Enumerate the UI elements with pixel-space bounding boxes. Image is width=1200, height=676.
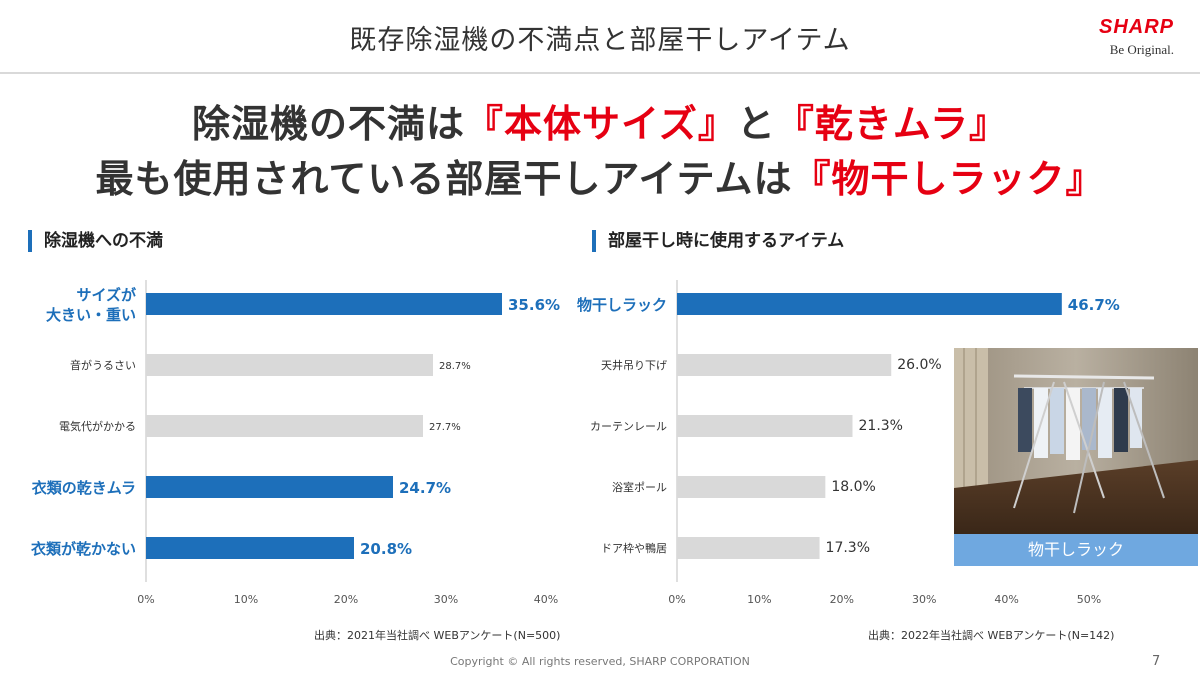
- data-label: 27.7%: [429, 422, 461, 433]
- headline-text: 最も使用されている部屋干しアイテムは: [95, 157, 793, 201]
- category-label: 物干しラック: [577, 296, 667, 314]
- header-bar: 既存除湿機の不満点と部屋干しアイテム SHARP Be Original.: [0, 0, 1200, 74]
- x-tick-label: 50%: [1077, 593, 1101, 606]
- bar: [677, 415, 853, 437]
- source-note-2022: 出典：2022年当社調べ WEBアンケート(N=142): [868, 629, 1115, 642]
- headline-highlight: 『乾きムラ』: [775, 102, 1008, 146]
- drying-rack-photo: 物干しラック: [954, 348, 1198, 566]
- category-label: 天井吊り下げ: [601, 358, 667, 372]
- drying-rack-image: [954, 348, 1198, 534]
- data-label: 24.7%: [399, 479, 451, 497]
- headline-text: 除湿機の不満は: [191, 102, 465, 146]
- drying-items-bar-chart: 0% 10% 20% 30% 40% 50% 46.7% 物干しラック 26.0% 天井吊り下げ 2…: [577, 280, 1120, 606]
- category-label: 電気代がかかる: [59, 419, 136, 433]
- data-label: 26.0%: [897, 357, 941, 373]
- page-number: 7: [1152, 654, 1161, 669]
- category-label: 音がうるさい: [70, 358, 136, 372]
- headline-line-2: 最も使用されている部屋干しアイテムは『物干しラック』: [0, 148, 1200, 203]
- x-tick-label: 10%: [234, 593, 258, 606]
- chart-title-dissatisfaction: 除湿機への不満: [28, 230, 163, 252]
- data-label: 21.3%: [859, 418, 903, 434]
- header-divider: [0, 72, 1200, 74]
- data-label: 20.8%: [360, 540, 412, 558]
- x-tick-label: 0%: [137, 593, 154, 606]
- x-tick-label: 30%: [434, 593, 458, 606]
- page-title: 既存除湿機の不満点と部屋干しアイテム: [349, 25, 851, 56]
- category-label: 衣類の乾きムラ: [32, 479, 136, 497]
- headline-highlight: 『本体サイズ』: [465, 102, 737, 146]
- data-label: 17.3%: [826, 540, 870, 556]
- category-label: サイズが大きい・重い: [46, 286, 137, 324]
- headline-highlight: 『物干しラック』: [792, 157, 1105, 201]
- chart-title-drying-items: 部屋干し時に使用するアイテム: [592, 230, 844, 252]
- x-tick-label: 30%: [912, 593, 936, 606]
- category-label: ドア枠や鴨居: [601, 541, 667, 555]
- x-tick-label: 10%: [747, 593, 771, 606]
- headline-line-1: 除湿機の不満は『本体サイズ』と『乾きムラ』: [0, 93, 1200, 148]
- bar: [146, 537, 354, 559]
- copyright-text: Copyright © All rights reserved, SHARP C…: [450, 655, 750, 668]
- x-tick-label: 40%: [534, 593, 558, 606]
- sharp-logo: SHARP Be Original.: [1099, 16, 1174, 58]
- x-tick-label: 40%: [994, 593, 1018, 606]
- source-note-2021: 出典：2021年当社調べ WEBアンケート(N=500): [314, 629, 561, 642]
- bar: [146, 415, 423, 437]
- x-tick-label: 20%: [830, 593, 854, 606]
- photo-caption: 物干しラック: [954, 534, 1198, 566]
- data-label: 35.6%: [508, 296, 560, 314]
- headline-text: と: [736, 102, 776, 146]
- bar: [677, 476, 826, 498]
- bar: [677, 354, 892, 376]
- dissatisfaction-bar-chart: 0% 10% 20% 30% 40% 35.6% サイズが大きい・重い 28.7% 音がうるさい…: [31, 280, 560, 606]
- data-label: 18.0%: [831, 479, 875, 495]
- bar: [146, 354, 433, 376]
- bar: [146, 293, 502, 315]
- bar: [677, 537, 820, 559]
- logo-tagline: Be Original.: [1109, 42, 1174, 57]
- category-label: 衣類が乾かない: [31, 540, 136, 558]
- x-tick-label: 20%: [334, 593, 358, 606]
- x-tick-label: 0%: [668, 593, 685, 606]
- category-label: カーテンレール: [590, 420, 667, 433]
- data-label: 46.7%: [1068, 296, 1120, 314]
- logo-brand: SHARP: [1098, 16, 1174, 38]
- bar: [146, 476, 393, 498]
- category-label: 浴室ポール: [612, 480, 667, 494]
- bar: [677, 293, 1062, 315]
- data-label: 28.7%: [439, 361, 471, 372]
